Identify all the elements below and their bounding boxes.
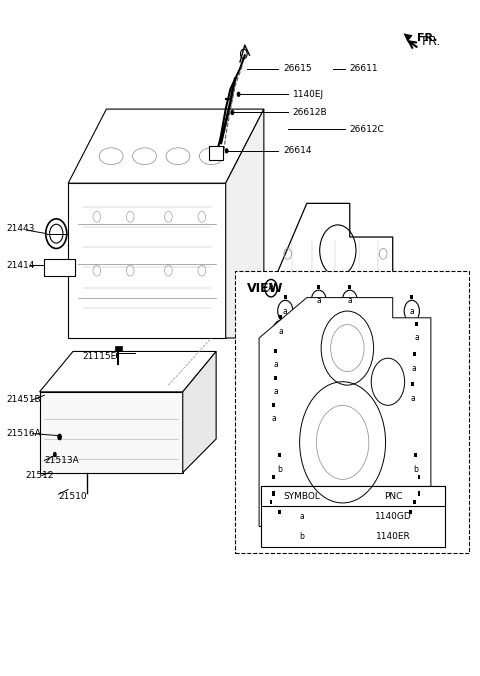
Text: 21516A: 21516A <box>6 429 41 438</box>
Text: 21115E: 21115E <box>83 352 117 362</box>
Bar <box>348 285 351 289</box>
Text: 26611: 26611 <box>350 64 378 73</box>
Text: b: b <box>277 522 282 531</box>
Text: 21350F: 21350F <box>414 292 448 301</box>
Bar <box>415 322 418 326</box>
Text: b: b <box>413 465 418 474</box>
Text: VIEW: VIEW <box>247 282 284 295</box>
Bar <box>262 486 445 506</box>
Text: 1140EJ: 1140EJ <box>292 90 324 99</box>
Text: A: A <box>268 283 275 293</box>
Circle shape <box>53 452 57 457</box>
Bar <box>262 486 445 547</box>
Bar <box>44 259 75 276</box>
Text: b: b <box>300 532 304 541</box>
Text: 21510: 21510 <box>59 491 87 501</box>
Polygon shape <box>68 183 226 338</box>
Text: SYMBOL: SYMBOL <box>284 491 320 501</box>
Bar <box>418 475 420 479</box>
Text: a: a <box>269 512 274 521</box>
Bar <box>278 453 281 457</box>
Bar <box>272 475 275 479</box>
Bar <box>270 500 273 504</box>
Text: 21421: 21421 <box>357 329 385 339</box>
Text: b: b <box>417 487 421 496</box>
Polygon shape <box>39 392 183 473</box>
Bar <box>413 500 416 504</box>
Polygon shape <box>68 109 264 183</box>
Text: FR.: FR. <box>421 35 441 48</box>
Bar <box>209 146 223 160</box>
Text: a: a <box>316 297 321 306</box>
Text: 21512: 21512 <box>25 471 54 480</box>
Bar <box>275 349 277 353</box>
Bar <box>410 295 413 299</box>
Text: 26614: 26614 <box>283 146 312 155</box>
Text: a: a <box>283 307 288 316</box>
Polygon shape <box>259 297 431 527</box>
Bar <box>272 491 275 496</box>
Text: a: a <box>278 327 283 336</box>
Circle shape <box>57 433 62 440</box>
Text: FR.: FR. <box>417 33 437 43</box>
Text: a: a <box>412 512 417 521</box>
Text: a: a <box>274 387 278 396</box>
Text: a: a <box>414 333 419 343</box>
Text: 26612B: 26612B <box>292 108 327 117</box>
Text: a: a <box>274 360 278 369</box>
Text: a: a <box>348 297 352 306</box>
Bar <box>317 285 320 289</box>
Text: 21443: 21443 <box>6 224 35 233</box>
Circle shape <box>225 148 228 153</box>
Text: 26615: 26615 <box>283 64 312 73</box>
Polygon shape <box>278 203 393 379</box>
Polygon shape <box>226 109 264 338</box>
Text: b: b <box>417 503 421 512</box>
Bar <box>413 352 416 356</box>
Bar <box>278 510 281 514</box>
Text: 21513A: 21513A <box>44 456 79 465</box>
Polygon shape <box>183 352 216 473</box>
Bar <box>414 453 417 457</box>
Bar <box>115 346 121 352</box>
Text: 26612C: 26612C <box>350 125 384 134</box>
Text: a: a <box>271 414 276 423</box>
Text: b: b <box>271 503 276 512</box>
Bar <box>284 295 287 299</box>
Text: 1140GD: 1140GD <box>375 512 412 521</box>
Circle shape <box>230 110 234 115</box>
Text: 21414: 21414 <box>6 261 35 270</box>
Bar <box>411 383 414 387</box>
Text: a: a <box>300 512 304 521</box>
Text: PNC: PNC <box>384 491 403 501</box>
Bar <box>418 491 420 496</box>
Bar <box>275 376 277 380</box>
Text: A: A <box>349 279 356 288</box>
Bar <box>409 510 412 514</box>
Text: a: a <box>409 307 414 316</box>
Text: 1140ER: 1140ER <box>376 532 411 541</box>
Text: b: b <box>271 487 276 496</box>
Text: a: a <box>412 364 417 372</box>
Circle shape <box>237 92 240 97</box>
Text: 21451B: 21451B <box>6 395 41 404</box>
Bar <box>272 403 275 407</box>
Text: 21473: 21473 <box>319 345 347 355</box>
Text: a: a <box>410 394 415 403</box>
FancyBboxPatch shape <box>235 270 469 554</box>
Text: b: b <box>277 465 282 474</box>
Polygon shape <box>39 352 216 392</box>
Bar <box>279 315 282 319</box>
Text: b: b <box>408 522 413 531</box>
